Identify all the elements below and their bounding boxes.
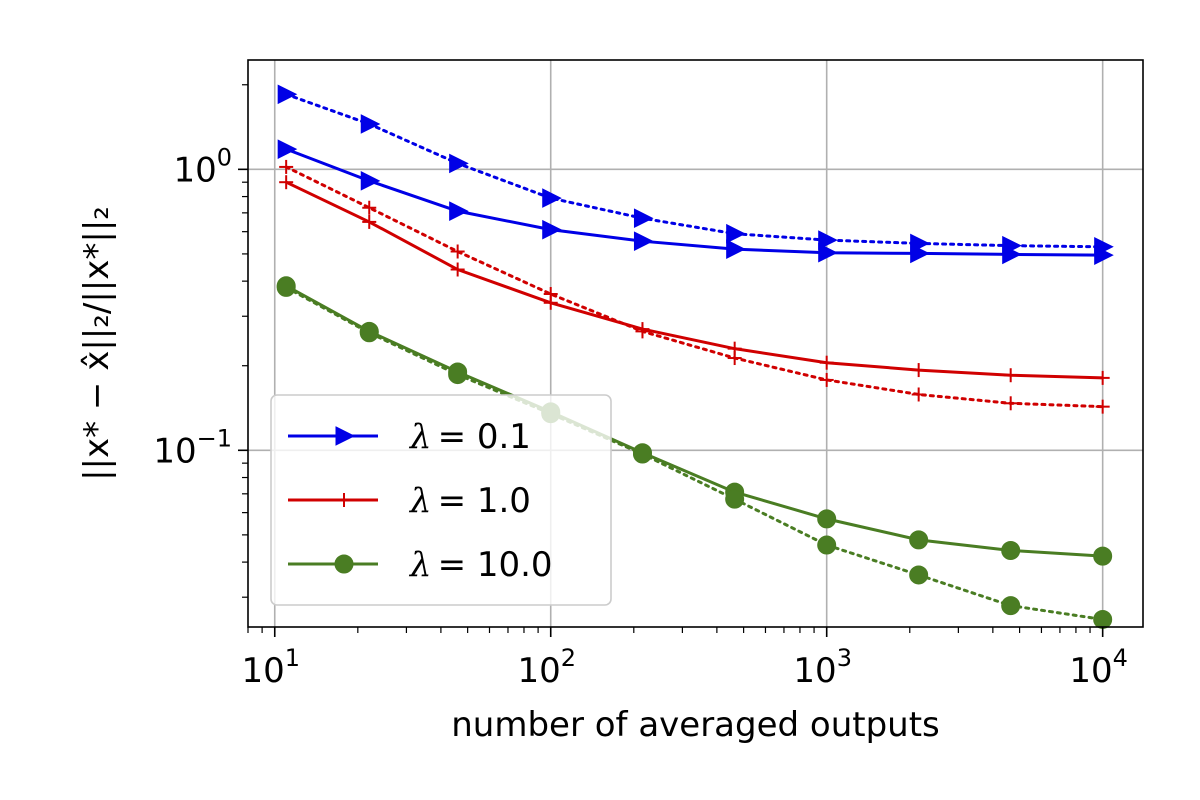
plus-marker — [635, 324, 650, 339]
circle-marker — [276, 277, 296, 297]
plot-frame — [247, 59, 1144, 628]
plus-marker — [1095, 399, 1110, 414]
circle-marker — [632, 444, 652, 464]
triangle-marker — [360, 114, 381, 134]
legend-box — [270, 394, 612, 606]
triangle-marker — [449, 201, 469, 221]
triangle-marker — [277, 139, 298, 159]
circle-marker — [817, 509, 837, 529]
plus-marker — [819, 372, 834, 387]
triangle-marker — [633, 231, 654, 251]
plus-marker — [911, 363, 926, 378]
series-line — [285, 284, 1103, 558]
x-tick-label: 104 — [1069, 644, 1128, 691]
triangle-marker — [277, 84, 298, 105]
plus-marker — [362, 214, 377, 229]
series-line — [284, 285, 1105, 621]
triangle-marker — [1094, 236, 1114, 257]
plus-marker — [362, 200, 377, 215]
triangle-marker — [910, 233, 930, 254]
plus-marker — [279, 159, 294, 174]
triangle-marker — [818, 230, 838, 250]
plus-marker — [1003, 368, 1018, 383]
plus-marker — [1003, 396, 1018, 411]
circle-marker — [725, 489, 745, 509]
plus-marker — [911, 387, 926, 402]
circle-marker — [1093, 546, 1113, 566]
plus-marker — [450, 262, 465, 277]
triangle-marker — [542, 219, 562, 240]
circle-marker — [909, 565, 929, 585]
triangle-marker — [818, 242, 838, 263]
triangle-marker — [726, 223, 746, 244]
x-tick-label: 103 — [793, 644, 852, 691]
axis-ticks — [238, 84, 1104, 637]
series-lines — [284, 92, 1105, 621]
x-tick-label: 102 — [517, 644, 576, 691]
grid — [248, 60, 1143, 627]
x-tick-label: 101 — [241, 644, 300, 691]
plus-marker — [1095, 370, 1110, 385]
legend: λ = 0.1 λ = 1.0 λ = 10.0 — [270, 394, 612, 606]
x-axis-label: number of averaged outputs — [451, 705, 940, 745]
plus-marker — [337, 493, 351, 507]
circle-marker — [909, 530, 929, 550]
series-line — [284, 165, 1105, 409]
plus-marker — [450, 244, 465, 259]
circle-marker — [334, 554, 354, 574]
plus-marker — [543, 286, 558, 301]
triangle-marker — [449, 153, 469, 174]
y-tick-label: 100 — [173, 143, 232, 190]
triangle-marker — [335, 426, 356, 446]
triangle-marker — [542, 188, 562, 208]
series-line — [285, 180, 1103, 380]
circle-marker — [1001, 540, 1021, 560]
plus-marker — [819, 355, 834, 370]
legend-label: λ = 0.1 — [408, 417, 531, 457]
legend-label: λ = 10.0 — [408, 545, 553, 585]
triangle-marker — [633, 208, 654, 229]
plus-marker — [727, 351, 742, 366]
circle-marker — [448, 365, 468, 385]
series-line — [284, 92, 1105, 249]
triangle-marker — [1002, 235, 1022, 256]
series-line — [285, 147, 1103, 257]
legend-label: λ = 1.0 — [408, 481, 531, 521]
plus-marker — [279, 175, 294, 190]
tick-labels: 101 102 103 104 10−1 100 — [153, 143, 1128, 691]
circle-marker — [359, 323, 379, 343]
circle-marker — [817, 535, 837, 555]
triangle-marker — [726, 239, 746, 259]
circle-marker — [1001, 596, 1021, 616]
triangle-marker — [360, 171, 381, 191]
y-tick-label: 10−1 — [153, 424, 232, 471]
circle-marker — [1093, 609, 1113, 629]
y-axis-label: ||x* − x̂||₂/||x*||₂ — [77, 206, 117, 481]
